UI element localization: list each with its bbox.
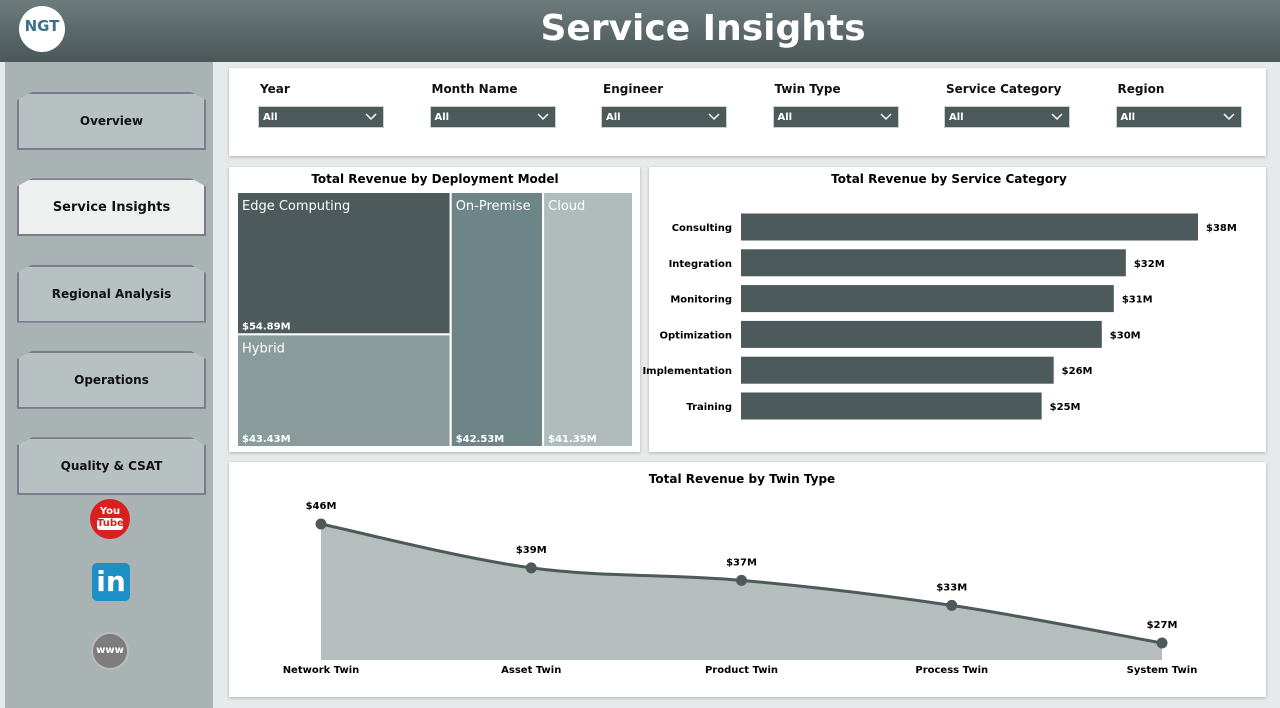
chevron — [1222, 113, 1235, 121]
chart-title: Total Revenue by Twin Type — [649, 472, 835, 486]
x-tick-label: Product Twin — [705, 665, 778, 676]
linkedin-icon[interactable]: in — [92, 563, 130, 601]
chevron — [536, 113, 549, 121]
filter-dropdown[interactable]: All — [1115, 106, 1242, 128]
bar — [741, 249, 1126, 277]
nav-button[interactable]: Overview — [17, 92, 206, 150]
chevron — [708, 113, 720, 121]
chart-title: Total Revenue by Service Category — [831, 172, 1067, 186]
bar — [741, 320, 1102, 348]
data-label: $26M — [1062, 366, 1093, 377]
filter-dropdown[interactable]: All — [944, 106, 1070, 128]
x-tick-label: Asset Twin — [501, 665, 561, 676]
filter-label: Month Name — [431, 82, 518, 96]
filter-panel — [229, 68, 1266, 156]
x-tick-label: Network Twin — [283, 665, 360, 676]
filter-label: Year — [260, 82, 290, 96]
point — [946, 599, 958, 611]
cell-label: Edge Computing — [242, 199, 350, 214]
data-label: $42.53M — [456, 434, 505, 445]
filter-dropdown[interactable]: All — [772, 106, 899, 128]
filter-dropdown[interactable]: All — [258, 106, 384, 128]
chevron — [1051, 113, 1063, 121]
y-tick-label: Implementation — [642, 366, 732, 377]
y-tick-label: Integration — [669, 259, 732, 270]
youtube-text: Tube — [97, 518, 124, 530]
data-label: $54.89M — [242, 321, 291, 332]
data-label: $25M — [1050, 402, 1081, 413]
point — [315, 518, 327, 530]
nav-button[interactable]: Quality & CSAT — [17, 437, 206, 496]
youtube-text: You — [99, 506, 121, 517]
logo[interactable]: NGT — [19, 6, 65, 52]
treemap-cell — [236, 333, 452, 449]
filter-value: All — [263, 112, 278, 123]
data-label: $37M — [726, 557, 757, 568]
data-label: $32M — [1134, 259, 1165, 270]
filter-dropdown[interactable]: All — [429, 106, 556, 128]
cell-label: On-Premise — [456, 199, 531, 214]
data-label: $39M — [516, 545, 547, 556]
point — [736, 574, 747, 586]
data-label: $27M — [1147, 620, 1178, 631]
filter-label: Engineer — [603, 82, 664, 96]
bar — [741, 285, 1114, 313]
filter-label: Service Category — [946, 82, 1062, 96]
sidebar: You Tube in www Overview Service Insights… — [5, 62, 213, 708]
bar — [741, 213, 1198, 241]
nav-button[interactable]: Service Insights — [17, 178, 206, 237]
y-tick-label: Training — [686, 402, 732, 413]
y-tick-label: Consulting — [672, 223, 732, 234]
chevron — [365, 113, 377, 121]
data-label: $33M — [936, 582, 967, 593]
youtube-icon[interactable]: You Tube — [90, 499, 130, 539]
web-icon[interactable]: www — [91, 632, 129, 670]
filter-value: All — [434, 112, 450, 123]
cell-label: Hybrid — [242, 341, 285, 356]
data-label: $30M — [1110, 330, 1141, 341]
x-tick-label: System Twin — [1127, 665, 1198, 676]
point — [1156, 637, 1168, 649]
filter-value: All — [1120, 112, 1136, 123]
filter-value: All — [606, 112, 621, 123]
data-label: $46M — [306, 501, 337, 512]
data-label: $31M — [1122, 295, 1153, 306]
nav-button[interactable]: Regional Analysis — [17, 264, 206, 323]
data-label: $38M — [1206, 223, 1237, 234]
chevron — [879, 113, 892, 121]
cell-label: Cloud — [548, 199, 585, 214]
chart-title: Total Revenue by Deployment Model — [311, 172, 558, 186]
bar — [741, 392, 1042, 420]
area — [321, 524, 1162, 660]
y-tick-label: Monitoring — [670, 295, 732, 306]
y-tick-label: Optimization — [660, 330, 732, 341]
filter-label: Twin Type — [774, 82, 841, 96]
filter-dropdown[interactable]: All — [601, 106, 727, 128]
nav-button[interactable]: Operations — [17, 350, 206, 409]
filter-value: All — [777, 112, 793, 123]
page-title: Service Insights — [540, 8, 866, 49]
filter-label: Region — [1117, 82, 1165, 96]
treemap-cell — [449, 191, 545, 448]
data-label: $41.35M — [548, 434, 597, 445]
data-label: $43.43M — [242, 434, 291, 445]
treemap-cell — [542, 191, 634, 448]
bar — [741, 356, 1054, 384]
filter-value: All — [949, 112, 964, 123]
point — [525, 562, 537, 574]
header: NGT Service Insights — [0, 0, 1280, 62]
x-tick-label: Process Twin — [915, 665, 988, 676]
